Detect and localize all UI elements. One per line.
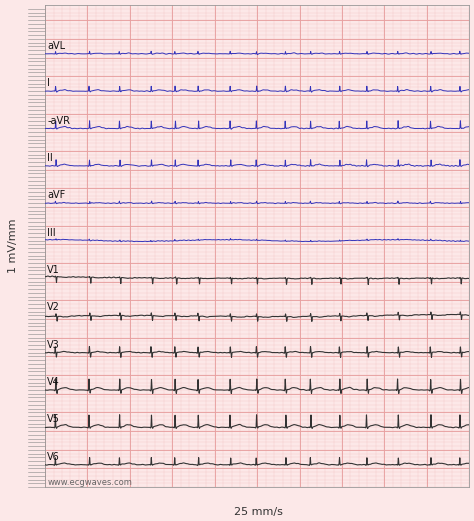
Text: aVF: aVF [47,190,65,200]
Text: V4: V4 [47,377,60,387]
Text: 1 mV/mm: 1 mV/mm [8,219,18,274]
Text: V6: V6 [47,452,60,462]
Text: 25 mm/s: 25 mm/s [234,507,283,517]
Text: III: III [47,228,56,238]
Text: V5: V5 [47,414,60,425]
Text: II: II [47,153,53,163]
Text: www.ecgwaves.com: www.ecgwaves.com [47,478,132,487]
Text: aVL: aVL [47,41,65,51]
Text: -aVR: -aVR [47,116,70,126]
Text: V3: V3 [47,340,60,350]
Text: V1: V1 [47,265,60,275]
Text: I: I [47,78,50,88]
Text: V2: V2 [47,302,60,312]
